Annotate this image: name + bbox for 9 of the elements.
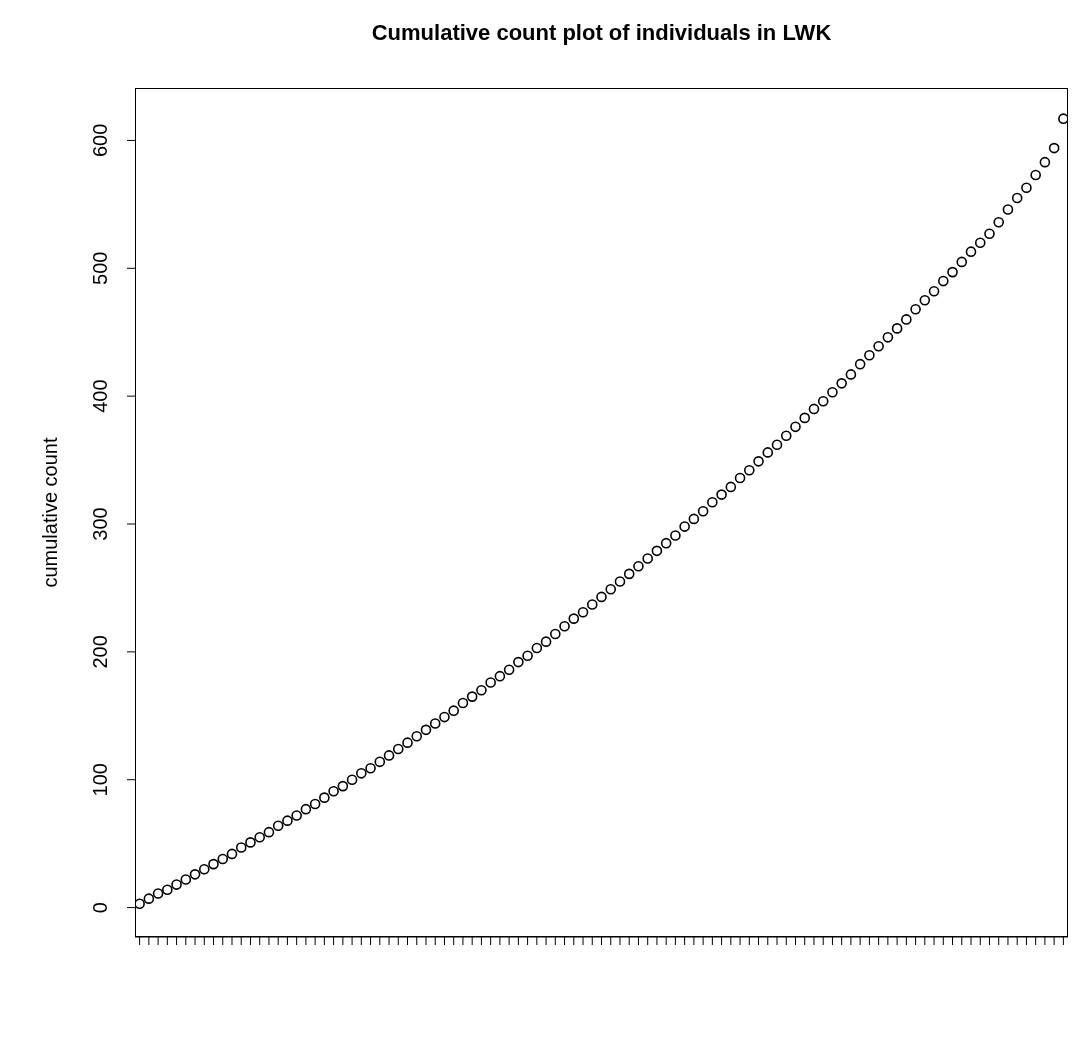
y-axis-title: cumulative count [38,435,62,590]
y-tick-label: 600 [89,123,111,158]
y-tick-label: 500 [89,251,111,285]
y-tick-label: 0 [89,902,111,914]
chart-title: Cumulative count plot of individuals in LWK [370,20,833,46]
y-tick-label: 300 [89,507,111,541]
y-tick-label: 100 [89,763,111,797]
y-tick-label: 400 [89,379,111,413]
y-tick-label: 200 [89,635,111,669]
